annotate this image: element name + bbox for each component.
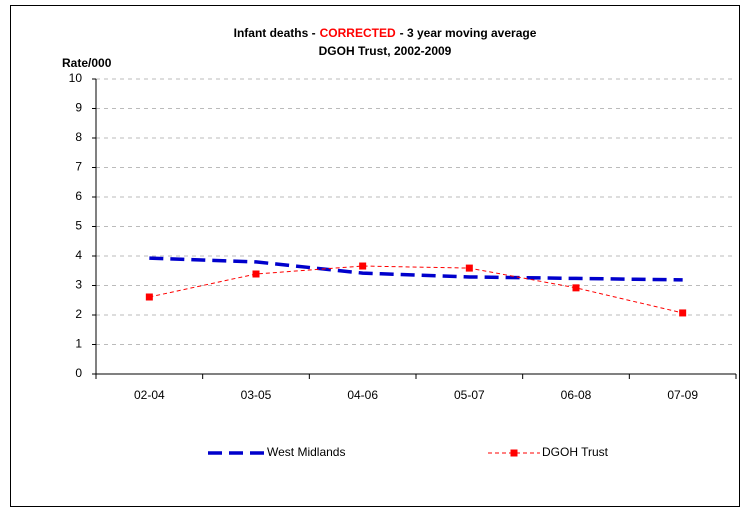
series-line xyxy=(149,265,683,314)
legend-marker xyxy=(510,449,518,457)
x-tick-label: 04-06 xyxy=(347,388,378,402)
y-tick-label: 3 xyxy=(75,278,82,292)
title-highlight: CORRECTED xyxy=(320,26,396,40)
data-point xyxy=(359,262,367,270)
x-tick-label: 07-09 xyxy=(667,388,698,402)
legend-label: DGOH Trust xyxy=(542,445,609,459)
x-tick-label: 02-04 xyxy=(134,388,165,402)
chart-subtitle: DGOH Trust, 2002-2009 xyxy=(319,44,452,58)
data-point xyxy=(679,309,687,317)
y-tick-label: 1 xyxy=(75,337,82,351)
chart-title: Infant deaths - CORRECTED - 3 year moving … xyxy=(234,26,537,40)
y-tick-label: 4 xyxy=(75,248,82,262)
y-tick-label: 5 xyxy=(75,219,82,233)
y-axis-label: Rate/000 xyxy=(62,56,112,70)
x-tick-label: 06-08 xyxy=(561,388,592,402)
y-tick-label: 2 xyxy=(75,307,82,321)
y-tick-label: 6 xyxy=(75,189,82,203)
series-line xyxy=(149,256,683,282)
data-point xyxy=(572,284,580,292)
y-tick-label: 0 xyxy=(75,366,82,380)
x-tick-label: 03-05 xyxy=(241,388,272,402)
data-point xyxy=(145,293,153,301)
data-point xyxy=(465,264,473,272)
x-tick-label: 05-07 xyxy=(454,388,485,402)
y-tick-label: 8 xyxy=(75,130,82,144)
y-tick-label: 10 xyxy=(69,71,83,85)
title-part: - 3 year moving average xyxy=(400,26,537,40)
y-tick-label: 9 xyxy=(75,101,82,115)
legend-label: West Midlands xyxy=(267,445,345,459)
data-point xyxy=(252,270,260,278)
chart-border xyxy=(10,5,740,507)
title-part: Infant deaths - xyxy=(234,26,316,40)
y-tick-label: 7 xyxy=(75,160,82,174)
